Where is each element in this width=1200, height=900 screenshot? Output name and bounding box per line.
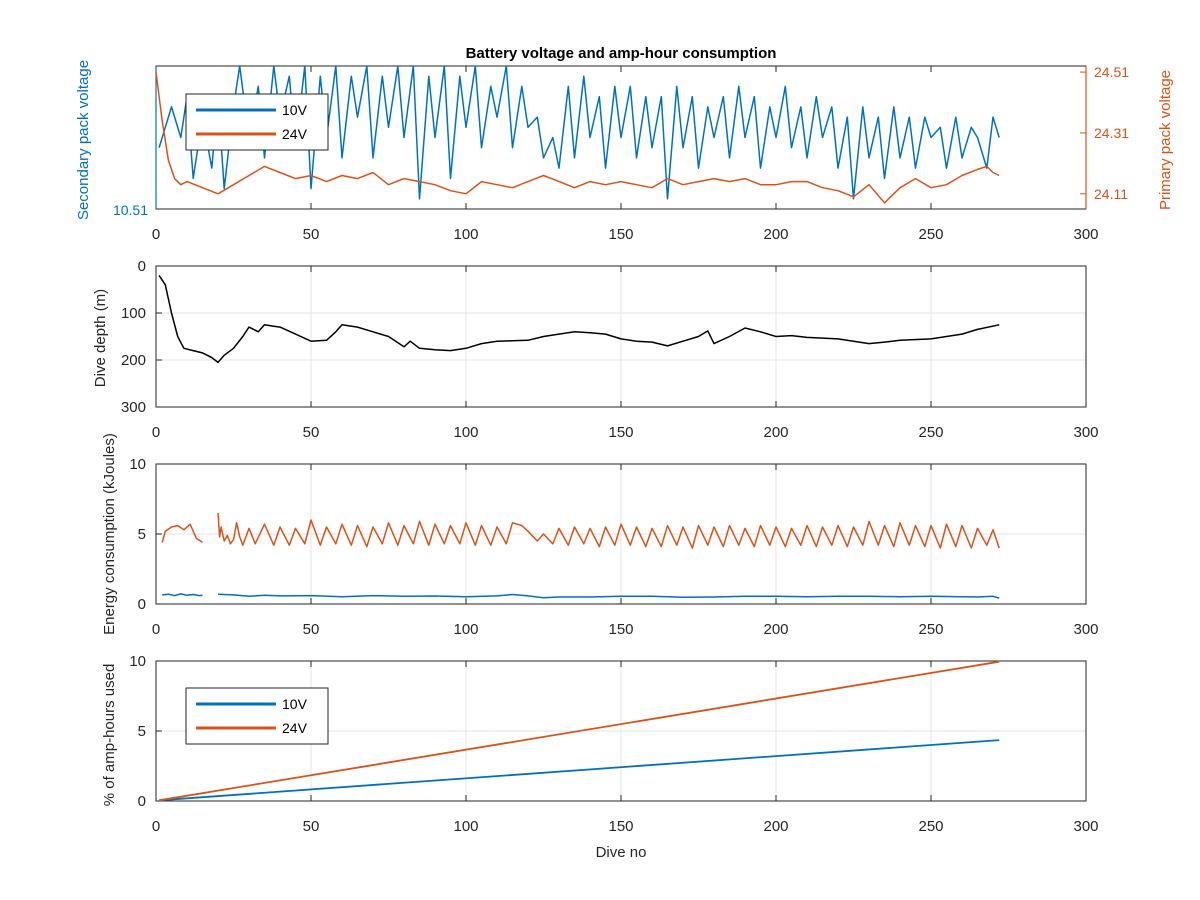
y-tick-label: 0	[138, 258, 146, 275]
primary-voltage-axis-label: Primary pack voltage	[1157, 70, 1174, 210]
right-y-tick-label: 24.51	[1094, 64, 1129, 80]
x-axis-label: Dive no	[596, 844, 647, 861]
energy-24v-line	[161, 523, 203, 544]
y-tick-label: 0	[138, 596, 146, 613]
x-tick-label: 150	[608, 621, 633, 638]
x-tick-label: 50	[303, 818, 320, 835]
x-tick-label: 100	[453, 621, 478, 638]
x-tick-label: 300	[1073, 226, 1098, 243]
y-tick-label: 0	[138, 793, 146, 810]
x-tick-label: 200	[763, 226, 788, 243]
x-tick-label: 300	[1073, 818, 1098, 835]
energy-24v-line	[217, 512, 1000, 549]
y-tick-label: 5	[138, 526, 146, 543]
amphours-axis-label: % of amp-hours used	[101, 664, 118, 807]
y-tick-label: 5	[138, 723, 146, 740]
energy-panel: 0 50 100 150 200 250 300 0 5 10	[129, 456, 1098, 638]
x-tick-label: 300	[1073, 424, 1098, 441]
right-y-tick-label: 24.11	[1094, 186, 1128, 202]
x-tick-label: 0	[152, 621, 160, 638]
x-tick-label: 50	[303, 226, 320, 243]
depth-panel: 0 50 100 150 200 250 300 0 100 200 300	[121, 258, 1099, 441]
legend-label-10v: 10V	[282, 696, 308, 712]
x-tick-label: 300	[1073, 621, 1098, 638]
secondary-voltage-tick-label: 10.51	[113, 202, 148, 218]
secondary-voltage-axis-label: Secondary pack voltage	[75, 60, 92, 220]
x-tick-label: 150	[608, 818, 633, 835]
x-tick-label: 0	[152, 818, 160, 835]
y-tick-label: 200	[121, 352, 146, 369]
x-tick-label: 50	[303, 424, 320, 441]
depth-line	[158, 274, 1000, 364]
x-tick-label: 50	[303, 621, 320, 638]
y-tick-label: 10	[129, 456, 146, 473]
amphours-10v-line	[159, 739, 1000, 802]
y-tick-label: 100	[121, 305, 146, 322]
x-tick-label: 100	[453, 818, 478, 835]
x-tick-label: 200	[763, 424, 788, 441]
energy-10v-line	[162, 593, 203, 597]
chart-title: Battery voltage and amp-hour consumption	[466, 45, 777, 62]
energy-axis-label: Energy consumption (kJoules)	[101, 433, 118, 635]
x-tick-label: 250	[918, 226, 943, 243]
legend-label-10v: 10V	[282, 102, 308, 118]
legend-label-24v: 24V	[282, 126, 308, 142]
y-tick-label: 10	[129, 653, 146, 670]
depth-axis-label: Dive depth (m)	[92, 289, 109, 387]
x-tick-label: 200	[763, 818, 788, 835]
x-tick-label: 250	[918, 424, 943, 441]
y-tick-label: 300	[121, 399, 146, 416]
x-tick-label: 100	[453, 226, 478, 243]
amphours-24v-line	[158, 660, 1000, 802]
x-tick-label: 200	[763, 621, 788, 638]
x-tick-label: 150	[608, 226, 633, 243]
x-tick-label: 150	[608, 424, 633, 441]
right-y-tick-label: 24.31	[1094, 125, 1129, 141]
x-tick-label: 0	[152, 226, 160, 243]
x-tick-label: 250	[918, 818, 943, 835]
amphours-panel: 0 50 100 150 200 250 300 0 5 10 10V 24V	[129, 653, 1098, 835]
x-tick-label: 100	[453, 424, 478, 441]
legend-box	[185, 93, 329, 151]
series-24v-line	[155, 72, 1000, 204]
energy-10v-line	[217, 593, 1000, 599]
legend-label-24v: 24V	[282, 720, 308, 736]
voltage-panel: 0 50 100 150 200 250 300 24.51 24.31 24.11 10V 24V	[152, 64, 1129, 243]
x-tick-label: 250	[918, 621, 943, 638]
legend-box	[185, 687, 329, 745]
x-tick-label: 0	[152, 424, 160, 441]
